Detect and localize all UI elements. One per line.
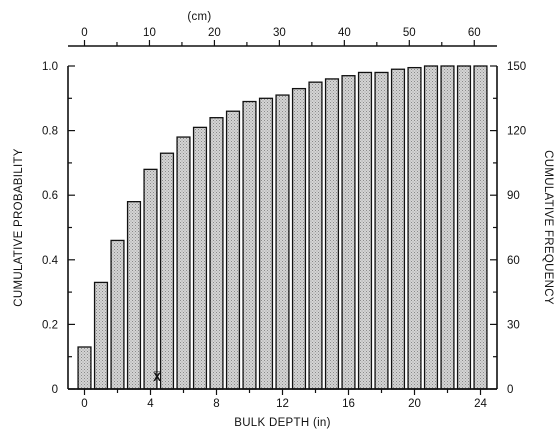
- bar: [93, 281, 109, 390]
- bar: [77, 346, 92, 390]
- bar: [473, 65, 488, 390]
- x-tick-label: 0: [81, 398, 87, 410]
- bar: [176, 136, 191, 390]
- mean-marker: X̅: [153, 372, 161, 384]
- x2-tick-label: 30: [273, 27, 286, 39]
- bar: [357, 71, 373, 390]
- bar: [374, 71, 389, 390]
- x2-tick-label: 40: [338, 27, 351, 39]
- y2-axis-title: CUMULATIVE FREQUENCY: [542, 150, 554, 305]
- y-tick-label: 0.8: [42, 126, 58, 138]
- x-tick-label: 16: [342, 398, 355, 410]
- bar: [308, 81, 323, 390]
- bar: [192, 126, 208, 390]
- bar: [258, 97, 274, 390]
- x-tick-label: 20: [408, 398, 421, 410]
- bar: [126, 201, 142, 390]
- x-tick-label: 4: [147, 398, 154, 410]
- y-tick-label: 0: [52, 384, 58, 396]
- bar: [390, 68, 406, 390]
- y2-tick-label: 0: [507, 384, 513, 396]
- bar: [143, 168, 158, 390]
- bar: [324, 78, 340, 390]
- y2-tick-label: 150: [507, 61, 526, 73]
- y-axis-title: CUMULATIVE PROBABILITY: [13, 148, 25, 307]
- x-tick-label: 12: [276, 398, 289, 410]
- y-tick-label: 0.4: [42, 255, 59, 267]
- x2-tick-label: 50: [403, 27, 416, 39]
- bar: [440, 65, 455, 390]
- bar: [275, 94, 290, 390]
- y-tick-label: 0.6: [42, 190, 58, 202]
- bar: [456, 65, 472, 390]
- tick-labels: 0 0.2 0.4 0.6 0.8 1.0 0 30 60 90 120 150 0 4 8 12 16 20 24…: [42, 27, 526, 410]
- bar: [407, 66, 422, 390]
- bar-group: [77, 65, 488, 390]
- y-tick-label: 0.2: [42, 319, 58, 331]
- bar: [209, 117, 224, 390]
- y2-tick-label: 90: [507, 190, 520, 202]
- bar: [341, 75, 356, 390]
- x-tick-label: 24: [474, 398, 487, 410]
- x2-tick-label: 0: [81, 27, 87, 39]
- y2-tick-label: 30: [507, 319, 520, 331]
- y2-tick-label: 60: [507, 255, 520, 267]
- x2-axis-title: (cm): [187, 11, 211, 23]
- bar: [423, 65, 439, 390]
- axes: [67, 40, 498, 395]
- x2-tick-label: 10: [143, 27, 156, 39]
- bar: [242, 100, 257, 390]
- bar: [225, 110, 241, 390]
- x2-tick-label: 20: [208, 27, 221, 39]
- bar: [110, 239, 125, 390]
- y-tick-label: 1.0: [42, 61, 58, 73]
- x2-tick-label: 60: [468, 27, 481, 39]
- bar: [159, 152, 175, 390]
- y2-tick-label: 120: [507, 126, 526, 138]
- bar: [291, 87, 307, 390]
- x-tick-label: 8: [213, 398, 219, 410]
- x-axis-title: BULK DEPTH (in): [234, 417, 331, 429]
